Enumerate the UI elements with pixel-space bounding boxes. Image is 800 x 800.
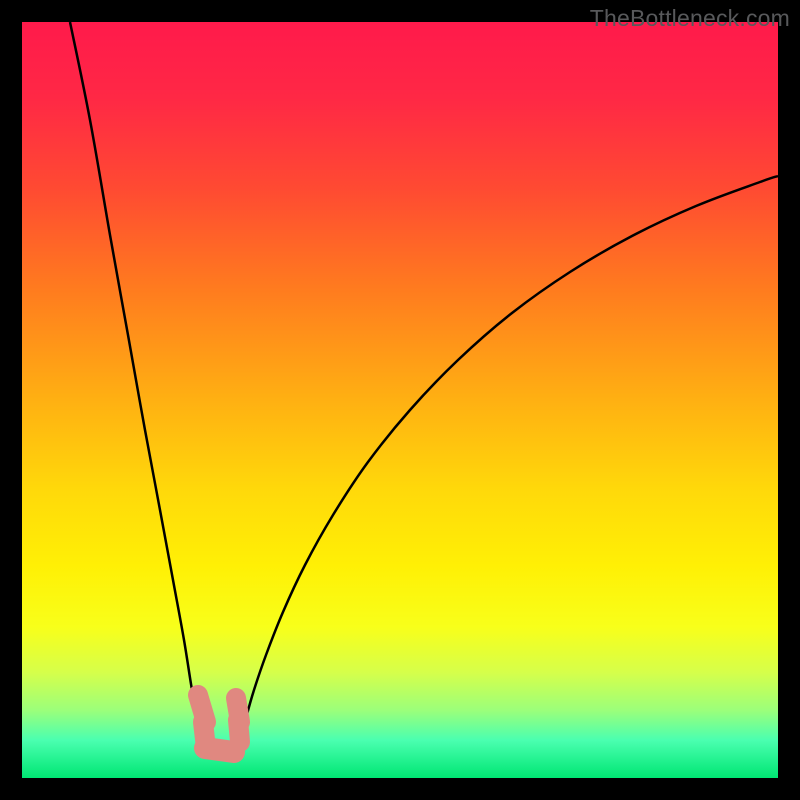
- gradient-background: [22, 22, 778, 778]
- bottleneck-curve-plot: [0, 0, 800, 800]
- watermark-text: TheBottleneck.com: [590, 5, 790, 32]
- highlight-marker: [205, 748, 234, 752]
- chart-frame: TheBottleneck.com: [0, 0, 800, 800]
- highlight-marker: [238, 720, 240, 742]
